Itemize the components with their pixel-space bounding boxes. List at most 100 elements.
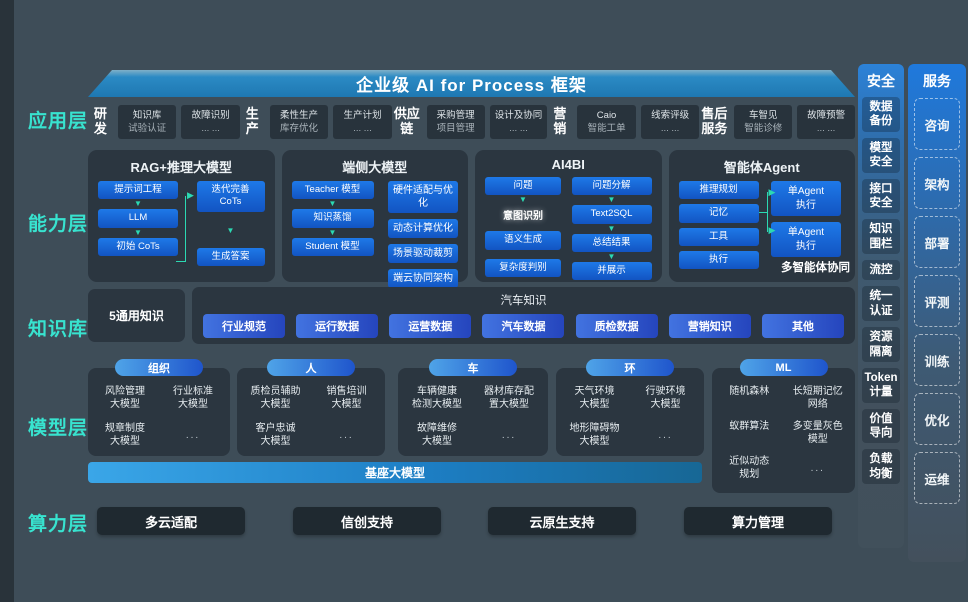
service-item: 部署 — [914, 216, 960, 268]
agent-tools: 工具 — [678, 227, 759, 247]
model-group-header: 车 — [429, 359, 517, 376]
agent-planning: 推理规划 — [678, 181, 759, 200]
knowledge-auto-title: 汽车知识 — [500, 295, 547, 307]
agent-memory: 记忆 — [678, 204, 759, 223]
model-item: 天气环境 大模型 — [574, 386, 615, 410]
box-title: RAG+推理大模型 — [130, 160, 232, 175]
edge-teacher-model: Teacher 模型 — [291, 181, 374, 200]
flow-arrow-down-icon: ▼ — [328, 227, 337, 237]
security-item: 流控 — [862, 260, 900, 281]
ai4bi-complexity: 复杂度判别 — [485, 258, 561, 278]
layer-label-capability: 能力层 — [28, 214, 89, 235]
capability-box-ai4bi: AI4BI 问题 ▼ 意图识别 语义生成 复杂度判别 问题分解 ▼ Text2S… — [475, 150, 662, 282]
layer-label-knowledge: 知识库 — [28, 319, 89, 340]
box-title: AI4BI — [551, 157, 585, 172]
left-edge-strip — [0, 0, 14, 602]
application-layer-row: 研发 知识库 试验认证 故障识别... ... 生产 柔性生产 库存优化 生产计划.… — [88, 101, 856, 143]
edge-scene-pruning: 场景驱动裁剪 — [388, 244, 458, 263]
model-item: 质检员辅助 大模型 — [250, 386, 301, 410]
model-group-header: ML — [739, 359, 828, 376]
rag-step-prompt: 提示词工程 — [98, 181, 178, 200]
ai4bi-summary: 总结结果 — [571, 233, 652, 253]
flow-arrow-down-icon: ▼ — [134, 227, 142, 237]
rag-step-llm: LLM — [98, 209, 178, 228]
app-group-name: 生产 — [245, 106, 259, 136]
service-item: 优化 — [914, 393, 960, 445]
app-card: 线索评级... ... — [640, 104, 700, 140]
security-item: 统一 认证 — [862, 286, 900, 322]
app-group-production: 生产 柔性生产 库存优化 生产计划... ... — [240, 104, 392, 140]
capability-layer-row: RAG+推理大模型 提示词工程 ▼ LLM ▼ 初始 CoTs 迭代完善 CoT… — [88, 150, 855, 288]
app-card: Caio 智能工单 — [577, 104, 636, 140]
flow-arrow-down-icon: ▼ — [328, 199, 337, 209]
model-item-ellipsis: ... — [185, 429, 201, 441]
security-header: 安全 — [867, 73, 895, 89]
ai4bi-display: 并展示 — [571, 262, 652, 281]
compute-xinchuang: 信创支持 — [293, 507, 441, 535]
security-item: 负载 均衡 — [862, 449, 900, 485]
agent-single-exec-2: 单Agent 执行 — [771, 222, 841, 257]
base-model-bar: 基座大模型 — [88, 462, 702, 483]
service-item: 训练 — [914, 334, 960, 386]
model-item: 行业标准 大模型 — [173, 386, 213, 410]
model-item: 随机森林 — [729, 386, 770, 397]
model-group-ml: ML 随机森林 长短期记忆 网络 蚁群算法 多变量灰色 模型 近似动态 规划 .… — [712, 359, 855, 493]
connector-line — [176, 261, 185, 262]
box-title: 端侧大模型 — [342, 160, 408, 175]
connector-line — [766, 192, 768, 232]
layer-label-model: 模型层 — [28, 418, 89, 439]
flow-arrow-down-icon: ▼ — [607, 223, 616, 233]
model-item: 行驶环境 大模型 — [645, 386, 686, 410]
model-item-ellipsis: ... — [658, 429, 673, 441]
app-card: 采购管理 项目管理 — [426, 104, 485, 140]
app-group-name: 研发 — [93, 106, 107, 136]
ai4bi-intent: 意图识别 — [503, 211, 543, 223]
model-item: 长短期记忆 网络 — [792, 386, 843, 410]
flow-arrow-down-icon: ▼ — [607, 195, 616, 205]
flow-arrow-right-icon: ▶ — [768, 187, 776, 197]
model-item: 近似动态 规划 — [729, 456, 770, 480]
app-card: 生产计划... ... — [333, 104, 392, 140]
edge-dynamic-compute: 动态计算优化 — [388, 219, 458, 238]
knowledge-tag: 营销知识 — [668, 314, 751, 338]
model-item-ellipsis: ... — [810, 462, 825, 474]
knowledge-general-box: 5通用知识 — [88, 289, 185, 342]
model-item: 风险管理 大模型 — [105, 386, 145, 410]
model-item: 器材库存配 置大模型 — [484, 386, 534, 410]
rag-step-answer: 生成答案 — [196, 247, 265, 267]
flow-arrow-down-icon: ▼ — [607, 252, 616, 262]
multi-agent-caption: 多智能体协同 — [781, 262, 850, 274]
ai4bi-question: 问题 — [485, 177, 561, 196]
model-item: 规章制度 大模型 — [105, 423, 145, 447]
app-group-after-sales: 售后服务 车智见 智能诊修 故障预警... ... — [699, 104, 856, 140]
app-card: 设计及协同... ... — [489, 104, 548, 140]
model-group-organization: 组织 风险管理 大模型 行业标准 大模型 规章制度 大模型 ... — [88, 359, 230, 456]
model-group-environment: 环 天气环境 大模型 行驶环境 大模型 地形障碍物 大模型 ... — [556, 359, 704, 456]
flow-arrow-right-icon: ▶ — [187, 190, 194, 200]
security-item: 数据 备份 — [862, 97, 900, 132]
service-item: 评测 — [914, 275, 960, 327]
security-item: Token 计量 — [862, 367, 900, 403]
app-card: 故障识别... ... — [181, 104, 240, 140]
app-card: 故障预警... ... — [797, 104, 856, 140]
model-group-header: 人 — [267, 359, 355, 376]
app-card: 知识库 试验认证 — [117, 104, 177, 140]
model-group-header: 组织 — [115, 359, 203, 376]
model-group-people: 人 质检员辅助 大模型 销售培训 大模型 客户忠诚 大模型 ... — [237, 359, 385, 456]
app-group-name: 供应链 — [393, 106, 420, 136]
security-item: 价值 导向 — [862, 408, 900, 444]
flow-arrow-down-icon: ▼ — [226, 225, 235, 235]
security-item: 接口 安全 — [862, 178, 900, 214]
service-item: 架构 — [914, 157, 960, 209]
model-item: 多变量灰色 模型 — [792, 421, 843, 445]
security-item: 知识 围栏 — [862, 219, 900, 254]
app-card: 柔性生产 库存优化 — [269, 104, 329, 140]
capability-box-rag: RAG+推理大模型 提示词工程 ▼ LLM ▼ 初始 CoTs 迭代完善 CoT… — [88, 150, 275, 282]
flow-arrow-right-icon: ▶ — [768, 225, 776, 235]
app-group-rd: 研发 知识库 试验认证 故障识别... ... — [88, 104, 240, 140]
agent-single-exec-1: 单Agent 执行 — [771, 181, 841, 216]
model-item: 地形障碍物 大模型 — [569, 423, 620, 447]
knowledge-tag: 运营数据 — [389, 314, 472, 338]
knowledge-auto-box: 汽车知识 行业规范 运行数据 运营数据 汽车数据 质检数据 营销知识 其他 — [192, 287, 855, 344]
layer-label-application: 应用层 — [28, 111, 89, 132]
